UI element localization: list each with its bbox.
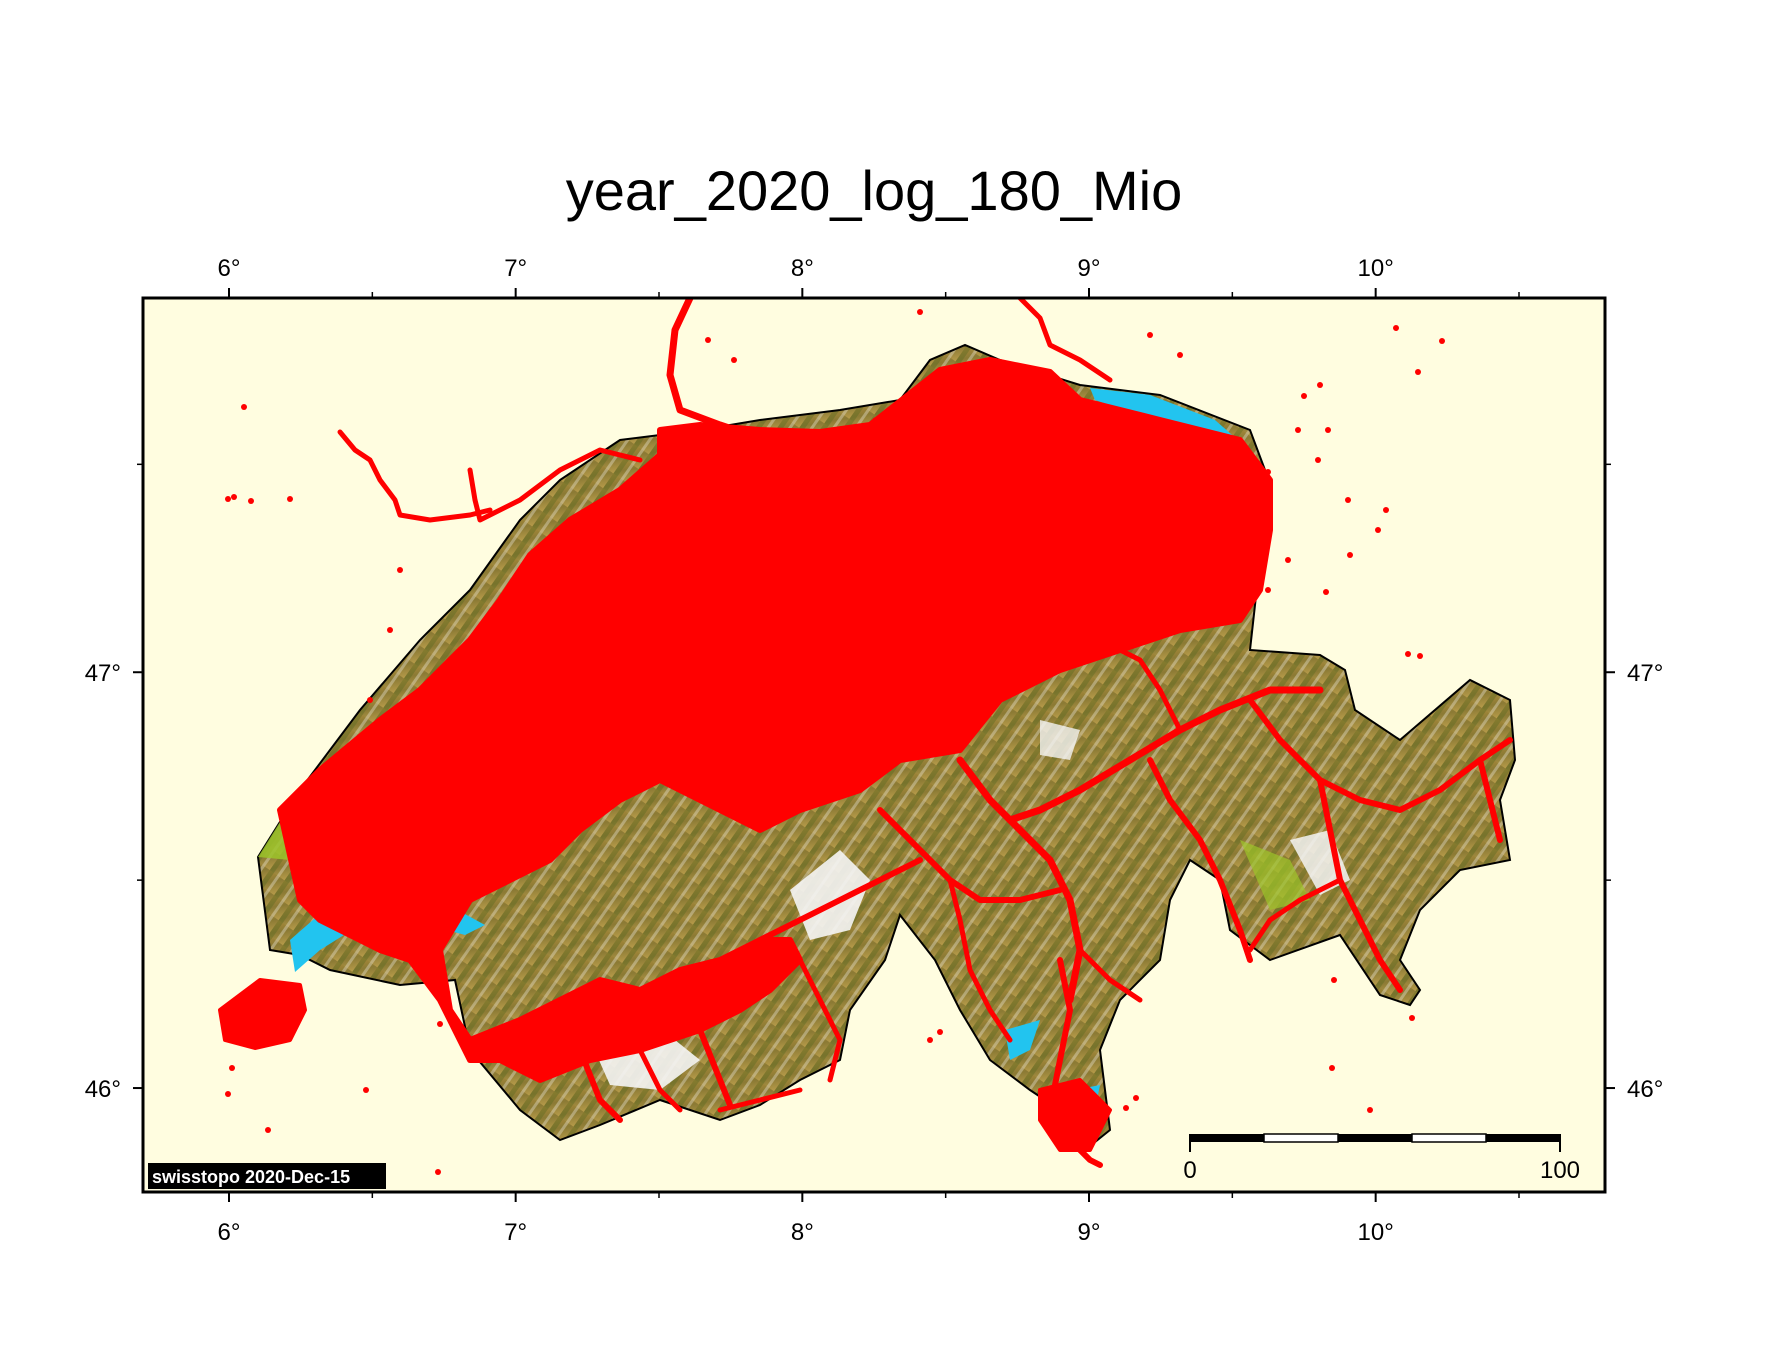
lon-label-bottom: 9° bbox=[1078, 1219, 1101, 1246]
lon-label-top: 10° bbox=[1358, 255, 1394, 282]
swisstopo-stamp: swisstopo 2020-Dec-15 bbox=[148, 1163, 386, 1189]
lat-label-left: 47° bbox=[85, 660, 121, 687]
alpine-snow bbox=[1040, 720, 1080, 760]
scale-end-label: 100 bbox=[1540, 1157, 1580, 1184]
lat-label-left: 46° bbox=[85, 1076, 121, 1103]
lake-maggiore bbox=[1005, 1020, 1040, 1060]
scale-start-label: 0 bbox=[1183, 1157, 1196, 1184]
lon-label-bottom: 10° bbox=[1358, 1219, 1394, 1246]
map-border bbox=[141, 296, 1607, 1194]
track-lines bbox=[337, 298, 1513, 1123]
lowland-patch bbox=[1240, 840, 1310, 910]
lat-label-right: 47° bbox=[1627, 660, 1663, 687]
ticino-blob bbox=[1038, 1078, 1112, 1152]
scale-bar: 0 100 bbox=[1183, 1133, 1580, 1184]
track-density bbox=[218, 357, 1273, 1168]
lon-label-bottom: 6° bbox=[218, 1219, 241, 1246]
lon-label-top: 8° bbox=[791, 255, 814, 282]
map-frame bbox=[141, 296, 1607, 1194]
lat-label-right: 46° bbox=[1627, 1076, 1663, 1103]
lon-label-bottom: 8° bbox=[791, 1219, 814, 1246]
lon-label-top: 6° bbox=[218, 255, 241, 282]
geneva-cluster bbox=[218, 978, 307, 1050]
map-title: year_2020_log_180_Mio bbox=[566, 159, 1183, 222]
graticule-labels: 6° 6° 7° 7° 8° 8° 9° 9° 10° 10° 47° 47° 46° 46° bbox=[85, 255, 1664, 1246]
map-content bbox=[218, 298, 1517, 1175]
lon-label-top: 9° bbox=[1078, 255, 1101, 282]
stamp-text: swisstopo 2020-Dec-15 bbox=[152, 1167, 350, 1187]
isolated-points bbox=[225, 309, 1445, 1175]
plateau-density bbox=[277, 357, 1273, 1083]
lon-label-top: 7° bbox=[504, 255, 527, 282]
lon-label-bottom: 7° bbox=[504, 1219, 527, 1246]
